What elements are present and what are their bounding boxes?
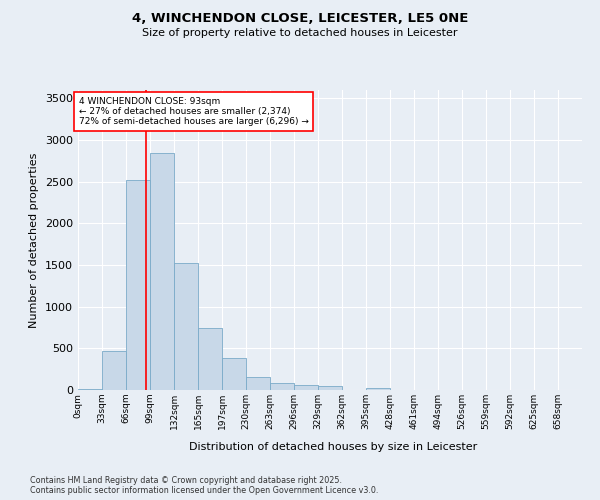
Bar — [294, 386, 318, 390]
Bar — [318, 386, 342, 390]
Bar — [150, 154, 174, 390]
Bar — [174, 262, 198, 390]
Text: 4 WINCHENDON CLOSE: 93sqm
← 27% of detached houses are smaller (2,374)
72% of se: 4 WINCHENDON CLOSE: 93sqm ← 27% of detac… — [79, 96, 308, 126]
Text: 4, WINCHENDON CLOSE, LEICESTER, LE5 0NE: 4, WINCHENDON CLOSE, LEICESTER, LE5 0NE — [132, 12, 468, 26]
Bar — [126, 180, 150, 390]
Bar — [366, 388, 390, 390]
Bar — [198, 328, 222, 390]
Bar — [102, 351, 126, 390]
Bar — [270, 384, 294, 390]
Bar — [246, 377, 270, 390]
Text: Distribution of detached houses by size in Leicester: Distribution of detached houses by size … — [189, 442, 477, 452]
Bar — [78, 389, 102, 390]
Y-axis label: Number of detached properties: Number of detached properties — [29, 152, 40, 328]
Text: Size of property relative to detached houses in Leicester: Size of property relative to detached ho… — [142, 28, 458, 38]
Text: Contains HM Land Registry data © Crown copyright and database right 2025.
Contai: Contains HM Land Registry data © Crown c… — [30, 476, 379, 495]
Bar — [222, 358, 246, 390]
